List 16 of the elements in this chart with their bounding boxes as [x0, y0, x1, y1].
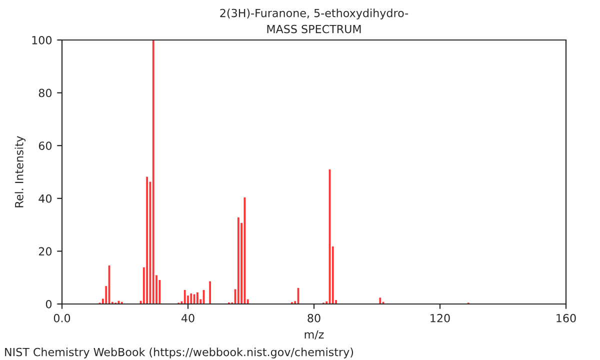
y-tick-label: 60 [38, 142, 52, 150]
x-tick-label: 0.0 [54, 314, 70, 322]
y-tick-label: 100 [32, 36, 52, 44]
x-axis-title: m/z [304, 330, 324, 340]
text: NIST Chemistry WebBook (https://webbook.nist.gov/chemistry) [5, 348, 354, 358]
y-tick-label: 80 [38, 88, 52, 98]
y-axis-title: Rel. Intensity [14, 136, 26, 208]
x-tick-label: 40 [181, 314, 194, 322]
chart-title: 2(3H)-Furanone, 5-ethoxydihydro- [220, 8, 408, 20]
x-tick-label: 120 [430, 314, 450, 322]
x-tick-label: 160 [556, 314, 576, 322]
y-tick-label: 0 [46, 300, 52, 308]
chart-subtitle: MASS SPECTRUM [267, 24, 361, 34]
x-tick-label: 80 [308, 314, 320, 322]
y-tick-label: 20 [38, 247, 52, 256]
y-tick-label: 40 [38, 194, 52, 203]
